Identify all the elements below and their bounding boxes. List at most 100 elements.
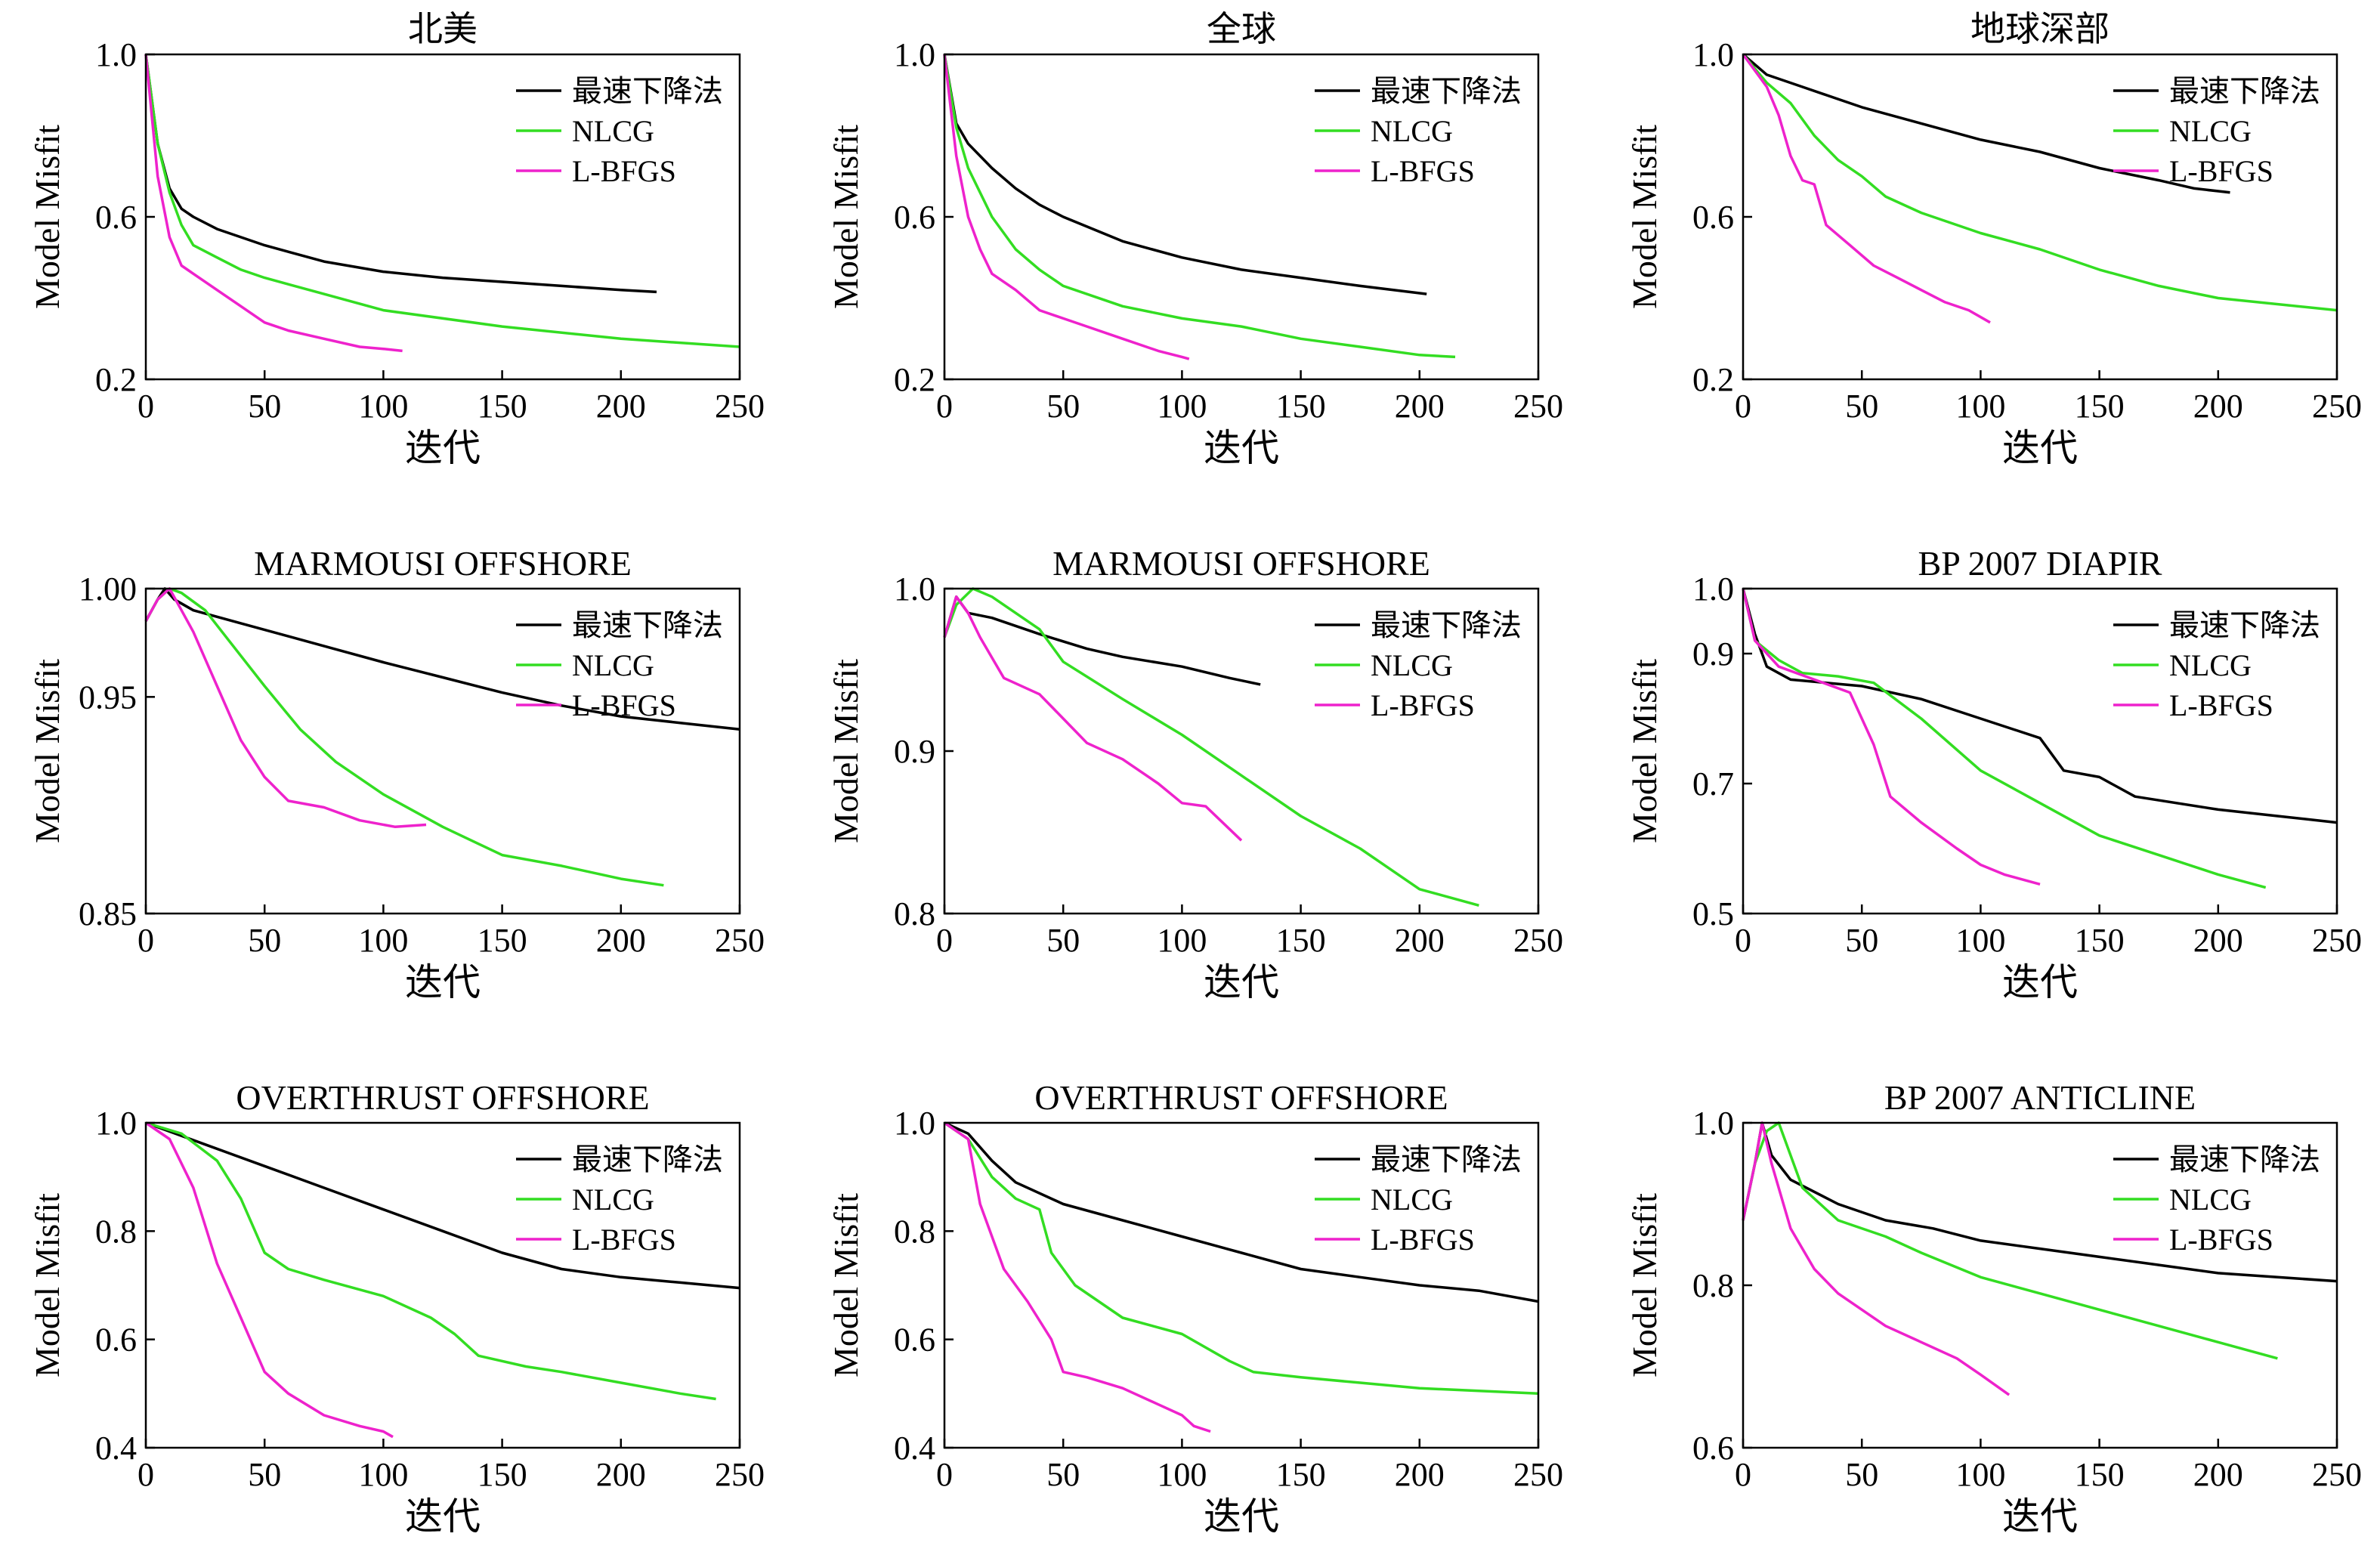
legend: 最速下降法 NLCG L-BFGS: [2113, 608, 2320, 722]
plot-frame: [1742, 587, 2338, 915]
x-tick-label: 250: [1513, 922, 1563, 959]
y-tick-label: 0.2: [95, 361, 137, 398]
series-line-nlcg: [1742, 53, 2338, 312]
series-line-nlcg: [145, 1121, 716, 1401]
x-tick-label: 150: [2075, 1456, 2125, 1493]
y-axis-label: Model Misfit: [1625, 125, 1664, 309]
legend-label: 最速下降法: [1371, 1142, 1522, 1176]
y-tick-label: 1.0: [894, 36, 935, 73]
x-tick-label: 0: [138, 922, 154, 959]
y-tick-label: 1.0: [894, 1105, 935, 1142]
legend-label: NLCG: [1371, 114, 1453, 148]
subplot-6: BP 2007 DIAPIR 0 50 100 150 200 250 0.5 0.7 0.9 1.…: [1625, 544, 2362, 1003]
y-tick-label: 0.9: [1692, 635, 1734, 672]
y-tick-label: 0.6: [1692, 1430, 1734, 1467]
y-tick-label: 0.5: [1692, 895, 1734, 932]
y-tick-label: 0.8: [894, 895, 935, 932]
legend-label: L-BFGS: [1371, 154, 1475, 188]
x-axis-label: 迭代: [2002, 427, 2078, 469]
y-tick-label: 1.0: [894, 570, 935, 608]
x-tick-label: 150: [1276, 1456, 1326, 1493]
x-tick-label: 100: [358, 388, 408, 425]
series-line-steepest: [1742, 53, 2230, 194]
series-line-steepest: [145, 1121, 740, 1290]
legend-label: 最速下降法: [1371, 74, 1522, 108]
legend: 最速下降法 NLCG L-BFGS: [516, 1142, 723, 1257]
legend-label: 最速下降法: [1371, 608, 1522, 642]
x-axis-label: 迭代: [1204, 1495, 1279, 1538]
x-tick-label: 50: [248, 922, 281, 959]
legend-label: 最速下降法: [2169, 74, 2320, 108]
x-tick-label: 100: [1157, 922, 1207, 959]
y-tick-label: 1.0: [95, 1105, 137, 1142]
subplot-title: BP 2007 DIAPIR: [1918, 544, 2162, 583]
subplot-title: 全球: [1207, 10, 1276, 48]
y-tick-label: 0.6: [894, 199, 935, 236]
y-tick-label: 0.8: [95, 1213, 137, 1250]
legend-label: 最速下降法: [2169, 608, 2320, 642]
y-tick-label: 0.6: [894, 1322, 935, 1359]
x-tick-label: 100: [1955, 388, 2005, 425]
legend: 最速下降法 NLCG L-BFGS: [1315, 608, 1522, 722]
x-tick-label: 250: [715, 1456, 765, 1493]
x-tick-label: 200: [596, 1456, 646, 1493]
series-line-steepest: [144, 587, 740, 731]
subplot-8: OVERTHRUST OFFSHORE 0 50 100 150 200 250 0.4 0.6…: [827, 1078, 1563, 1538]
x-tick-label: 0: [1735, 922, 1751, 959]
x-tick-label: 200: [596, 922, 646, 959]
y-tick-label: 1.0: [1692, 1105, 1734, 1142]
y-axis-label: Model Misfit: [827, 1193, 865, 1377]
y-tick-label: 0.4: [95, 1430, 137, 1467]
y-tick-label: 0.85: [79, 895, 137, 932]
x-tick-label: 100: [1955, 922, 2005, 959]
subplot-title: MARMOUSI OFFSHORE: [254, 544, 632, 583]
y-axis-label: Model Misfit: [28, 659, 66, 843]
x-tick-label: 100: [358, 922, 408, 959]
y-axis-label: Model Misfit: [28, 125, 66, 309]
x-tick-label: 0: [936, 922, 953, 959]
series-line-nlcg: [144, 587, 664, 887]
x-tick-label: 0: [936, 1456, 953, 1493]
x-tick-label: 50: [1046, 388, 1080, 425]
y-axis-label: Model Misfit: [1625, 659, 1664, 843]
y-tick-label: 1.0: [95, 36, 137, 73]
y-tick-label: 0.6: [95, 1322, 137, 1359]
x-axis-label: 迭代: [405, 961, 481, 1003]
legend-label: L-BFGS: [2169, 1223, 2273, 1257]
series-line-steepest: [144, 54, 657, 294]
y-tick-label: 0.8: [1692, 1267, 1734, 1304]
x-tick-label: 150: [1276, 922, 1326, 959]
x-axis-label: 迭代: [2002, 961, 2078, 1003]
plot-frame: [144, 587, 741, 915]
series-line-nlcg: [943, 54, 1456, 359]
subplot-title: OVERTHRUST OFFSHORE: [1034, 1078, 1448, 1117]
x-axis-label: 迭代: [1204, 427, 1279, 469]
y-tick-label: 0.7: [1692, 765, 1734, 802]
series-line-nlcg: [1742, 1121, 2278, 1360]
legend-label: NLCG: [1371, 648, 1453, 682]
legend-label: L-BFGS: [2169, 154, 2273, 188]
y-tick-label: 0.8: [894, 1213, 935, 1250]
x-axis-label: 迭代: [405, 1495, 481, 1538]
x-tick-label: 50: [1046, 922, 1080, 959]
y-tick-label: 0.9: [894, 733, 935, 770]
subplot-title: OVERTHRUST OFFSHORE: [236, 1078, 649, 1117]
y-tick-label: 0.2: [1692, 361, 1734, 398]
series-line-lbfgs: [944, 1121, 1211, 1433]
y-tick-label: 1.0: [1692, 570, 1734, 608]
legend-label: L-BFGS: [1371, 1223, 1475, 1257]
legend-label: NLCG: [572, 1183, 654, 1217]
series-line-lbfgs: [943, 54, 1190, 360]
series-line-nlcg: [1742, 588, 2267, 889]
x-tick-label: 0: [1735, 388, 1751, 425]
x-tick-label: 200: [596, 388, 646, 425]
series-line-lbfgs: [943, 595, 1243, 842]
y-axis-label: Model Misfit: [827, 125, 865, 309]
x-tick-label: 150: [2075, 388, 2125, 425]
x-tick-label: 0: [138, 388, 154, 425]
x-tick-label: 50: [248, 1456, 281, 1493]
x-tick-label: 250: [2312, 922, 2362, 959]
series-line-lbfgs: [1742, 588, 2041, 886]
y-tick-label: 1.00: [79, 570, 137, 608]
series-line-steepest: [944, 1121, 1539, 1303]
